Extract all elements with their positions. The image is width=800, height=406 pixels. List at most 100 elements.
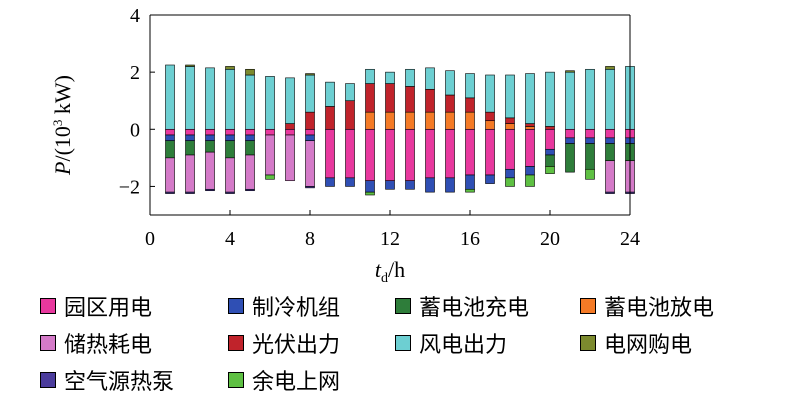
bar-segment — [165, 191, 175, 194]
bar-segment — [505, 128, 515, 170]
bar-segment — [245, 68, 255, 76]
bar-segment — [205, 134, 215, 142]
bar-segment — [605, 66, 615, 70]
bar-segment — [165, 157, 175, 193]
x-tick-label: 12 — [380, 228, 400, 250]
bar-segment — [185, 66, 195, 130]
bar-segment — [265, 76, 275, 130]
legend-item: 制冷机组 — [228, 292, 341, 321]
x-tick-label: 0 — [145, 228, 155, 250]
bar-segment — [565, 137, 575, 144]
bar-segment — [165, 134, 175, 142]
legend-swatch — [228, 335, 244, 351]
legend-swatch — [395, 298, 411, 314]
y-tick-label: 4 — [130, 5, 140, 27]
bar-segment — [165, 140, 175, 159]
bar-segment — [425, 177, 435, 193]
bar-segment — [585, 168, 595, 180]
bar-segment — [225, 134, 235, 142]
bar-segment — [525, 123, 535, 127]
legend-label: 电网购电 — [604, 333, 693, 358]
bar-segment — [565, 71, 575, 130]
y-tick-label: −2 — [119, 176, 140, 198]
bar-segment — [325, 81, 335, 107]
bar-segment — [425, 88, 435, 113]
legend-swatch — [40, 335, 56, 351]
bar-segment — [465, 128, 475, 176]
bar-segment — [305, 111, 315, 130]
bar-segment — [165, 128, 175, 136]
bar-segment — [385, 71, 395, 84]
bar-segment — [205, 140, 215, 153]
bar-segment — [465, 111, 475, 130]
bar-segment — [585, 137, 595, 144]
bar-segment — [245, 154, 255, 190]
legend-swatch — [40, 372, 56, 388]
bar-segment — [365, 128, 375, 182]
bar-segment — [365, 191, 375, 196]
bar-segment — [445, 177, 455, 193]
bar-segment — [305, 74, 315, 113]
bar-segment — [565, 143, 575, 173]
bar-segment — [225, 128, 235, 136]
bar-segment — [465, 188, 475, 193]
bar-segment — [605, 68, 615, 130]
bar-segment — [525, 128, 535, 167]
bar-segment — [485, 111, 495, 122]
bar-segment — [225, 157, 235, 193]
legend-label: 余电上网 — [252, 370, 341, 395]
legend-label: 光伏出力 — [252, 333, 341, 358]
bar-segment — [525, 73, 535, 124]
bar-segment — [505, 177, 515, 187]
bar-segment — [325, 106, 335, 130]
y-tick-label: 0 — [130, 119, 140, 141]
legend-swatch — [395, 335, 411, 351]
bar-segment — [285, 128, 295, 136]
legend-item: 光伏出力 — [228, 329, 341, 358]
legend-swatch — [40, 298, 56, 314]
bar-segment — [165, 64, 175, 130]
bar-segment — [305, 128, 315, 136]
bar-segment — [265, 134, 275, 176]
bar-segment — [305, 186, 315, 189]
bar-segment — [365, 180, 375, 193]
bar-segment — [605, 128, 615, 139]
bar-segment — [345, 128, 355, 179]
bar-segment — [185, 64, 195, 67]
bar-segment — [405, 111, 415, 130]
bar-segment — [285, 77, 295, 124]
x-tick-label: 16 — [460, 228, 480, 250]
bar-segment — [505, 74, 515, 119]
bar-segment — [305, 73, 315, 76]
bar-layer — [165, 64, 635, 196]
bar-segment — [245, 188, 255, 192]
legend-item: 风电出力 — [395, 329, 507, 358]
bar-segment — [605, 191, 615, 194]
legend-item: 蓄电池放电 — [580, 292, 715, 321]
bar-segment — [405, 180, 415, 190]
bar-segment — [605, 137, 615, 144]
legend-item: 蓄电池充电 — [395, 292, 529, 321]
legend-swatch — [580, 298, 596, 314]
bar-segment — [505, 117, 515, 124]
legend-label: 制冷机组 — [252, 296, 341, 321]
bar-segment — [405, 128, 415, 182]
x-axis-title: td/h — [375, 257, 405, 286]
bar-segment — [605, 160, 615, 193]
legend-label: 储热耗电 — [64, 333, 153, 358]
bar-segment — [545, 126, 555, 130]
legend-label: 蓄电池放电 — [604, 296, 715, 321]
bar-segment — [385, 128, 395, 182]
bar-segment — [225, 140, 235, 159]
bar-segment — [385, 180, 395, 190]
bar-segment — [245, 74, 255, 130]
bar-segment — [245, 128, 255, 136]
bar-segment — [585, 68, 595, 130]
bar-segment — [285, 123, 295, 130]
bar-segment — [445, 128, 455, 179]
bar-segment — [305, 140, 315, 187]
bar-segment — [605, 143, 615, 162]
legend-item: 园区用电 — [40, 292, 152, 321]
bar-segment — [505, 123, 515, 130]
x-tick-label: 24 — [620, 228, 640, 250]
